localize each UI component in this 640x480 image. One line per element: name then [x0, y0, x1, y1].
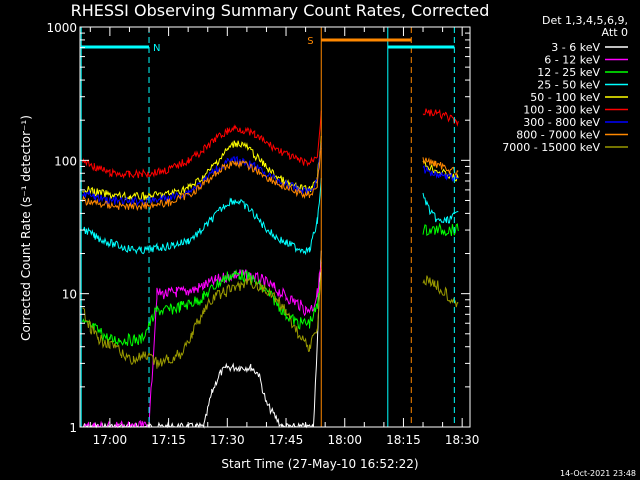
series-line — [82, 262, 322, 429]
series-path — [82, 108, 459, 179]
x-axis-label: Start Time (27-May-10 16:52:22) — [221, 457, 418, 471]
series-path — [82, 222, 459, 347]
series-line — [82, 269, 459, 369]
series-path — [82, 269, 459, 369]
x-tick-label: 18:15 — [386, 433, 421, 447]
x-tick-label: 17:45 — [269, 433, 304, 447]
flag-label: S — [307, 36, 313, 47]
y-tick-label: 1000 — [46, 21, 77, 35]
generation-timestamp: 14-Oct-2021 23:48 — [560, 469, 636, 478]
y-tick-label: 10 — [62, 288, 77, 302]
legend-label: 300 - 800 keV — [523, 116, 600, 129]
legend-header: Att 0 — [602, 26, 628, 39]
legend-label: 7000 - 15000 keV — [502, 141, 600, 154]
legend-label: 50 - 100 keV — [530, 91, 600, 104]
series-line — [82, 178, 459, 256]
plot-area: N S 1 10 100 1000 17:00 17:15 17:30 17:45 18:00 18:… — [46, 21, 479, 447]
y-axis-label: Corrected Count Rate (s⁻¹ detector⁻¹) — [19, 115, 33, 341]
x-tick-label: 18:00 — [327, 433, 362, 447]
x-tick-label: 17:00 — [93, 433, 128, 447]
y-tick-label: 1 — [69, 421, 77, 435]
x-tick-label: 18:30 — [445, 433, 480, 447]
series-line — [82, 108, 459, 179]
series-line — [82, 222, 459, 347]
legend-label: 25 - 50 keV — [537, 79, 600, 92]
flag-label: N — [153, 43, 160, 54]
x-tick-label: 17:15 — [151, 433, 186, 447]
legend-label: 800 - 7000 keV — [516, 129, 600, 142]
legend-label: 6 - 12 keV — [544, 54, 600, 67]
series-path — [82, 178, 459, 256]
legend-header: Det 1,3,4,5,6,9, — [542, 14, 628, 27]
chart-title: RHESSI Observing Summary Count Rates, Co… — [71, 1, 490, 20]
series-line — [82, 148, 459, 212]
legend-label: 12 - 25 keV — [537, 66, 600, 79]
plot-frame — [79, 26, 471, 428]
y-tick-label: 100 — [54, 154, 77, 168]
series-path — [82, 262, 322, 429]
x-tick-label: 17:30 — [210, 433, 245, 447]
legend-label: 3 - 6 keV — [551, 41, 600, 54]
series-path — [82, 148, 459, 212]
legend-label: 100 - 300 keV — [523, 104, 600, 117]
